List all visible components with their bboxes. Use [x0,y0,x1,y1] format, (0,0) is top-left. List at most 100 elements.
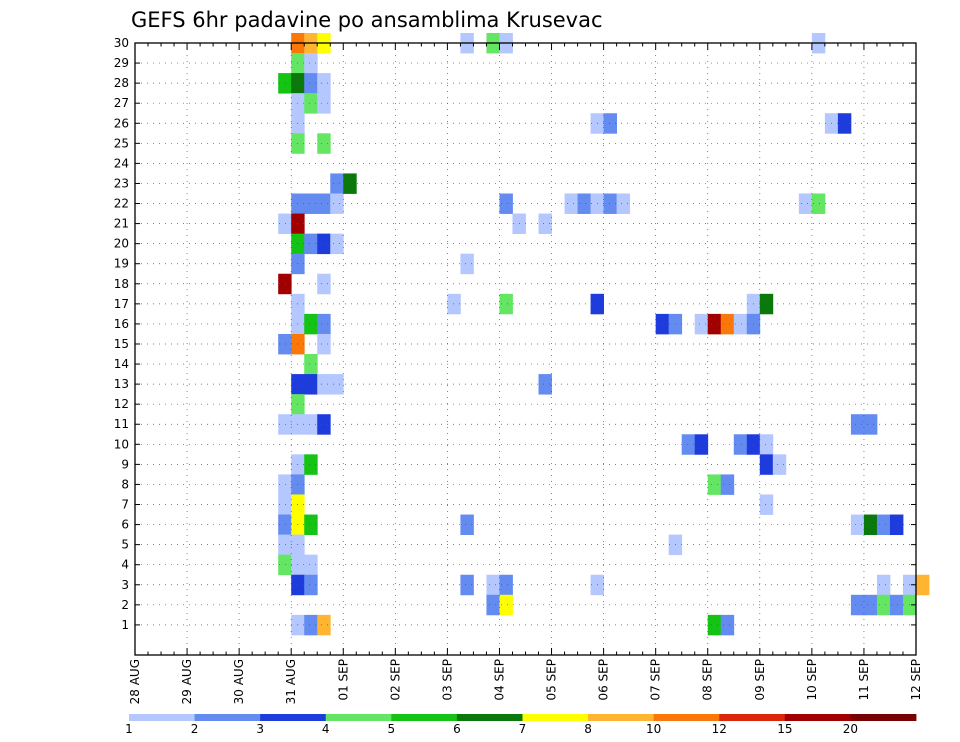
heatmap-cell [330,233,344,255]
colorbar-label: 10 [646,722,661,736]
y-tick-label: 3 [121,578,129,592]
heatmap-cell [863,594,878,616]
colorbar-label: 20 [843,722,858,736]
colorbar-label: 4 [322,722,330,736]
colorbar-label: 1 [125,722,133,736]
heatmap-cell [317,233,331,255]
heatmap-cell [278,73,292,94]
heatmap-cells [278,32,930,636]
heatmap-cell [564,193,578,214]
y-tick-label: 2 [121,598,129,612]
y-tick-label: 18 [114,277,129,291]
heatmap-cell [317,414,331,435]
heatmap-cell [889,594,904,616]
heatmap-cell [850,514,865,536]
heatmap-cell [720,474,735,495]
heatmap-cell [278,333,292,355]
heatmap-cell [343,173,357,194]
x-tick-label: 29 AUG [180,659,194,704]
y-tick-label: 5 [121,538,129,552]
colorbar-swatch [522,714,589,721]
heatmap-cell [317,374,331,395]
heatmap-cell [278,474,292,495]
heatmap-cell [707,474,722,495]
y-tick-label: 16 [114,317,129,331]
y-tick-label: 29 [114,56,129,70]
y-tick-label: 24 [114,156,129,170]
heatmap-cell [330,173,344,194]
y-tick-label: 9 [121,457,129,471]
colorbar-swatch [391,714,458,721]
heatmap-cell [694,313,709,335]
heatmap-cell [460,253,474,275]
colorbar-swatch [194,714,261,721]
heatmap-cell [278,414,292,435]
y-tick-label: 11 [114,417,129,431]
x-tick-label: 11 SEP [857,659,871,701]
x-tick-label: 03 SEP [440,659,454,701]
heatmap-cell [759,434,774,455]
heatmap-cell [616,193,631,214]
heatmap-cell [304,614,318,636]
heatmap-cell [916,574,930,596]
heatmap-cell [811,193,826,214]
heatmap-cell [304,514,318,536]
heatmap-cell [798,193,813,214]
y-tick-label: 22 [114,197,129,211]
y-tick-label: 20 [114,237,129,251]
colorbar-swatch [325,714,392,721]
heatmap-cell [317,193,331,214]
heatmap-cell [876,594,891,616]
x-tick-label: 09 SEP [753,659,767,701]
colorbar-swatch [588,714,655,721]
y-tick-label: 28 [114,76,129,90]
colorbar-swatch [653,714,720,721]
heatmap-cell [304,414,318,435]
colorbar-swatch [850,714,917,721]
heatmap-cell [304,374,318,395]
y-tick-label: 23 [114,176,129,190]
heatmap-cell [733,434,748,455]
heatmap-cell [304,454,318,475]
heatmap-cell [603,113,618,134]
colorbar-label: 15 [777,722,792,736]
x-axis: 28 AUG 29 AUG 30 AUG 31 AUG 01 SEP 02 SEP 03 S… [128,43,923,704]
heatmap-cell [278,494,292,515]
y-tick-label: 4 [121,558,129,572]
heatmap-cell [304,313,318,335]
heatmap-cell [278,273,292,295]
heatmap-cell [720,614,735,636]
colorbar-label: 7 [519,722,527,736]
heatmap-cell [317,333,331,355]
heatmap-cell [603,193,618,214]
heatmap-cell [681,434,696,455]
heatmap-cell [733,313,748,335]
x-tick-label: 06 SEP [597,659,611,701]
colorbar-swatch [719,714,786,721]
y-tick-label: 30 [114,36,129,50]
heatmap-cell [538,374,552,395]
x-tick-label: 12 SEP [909,659,923,701]
colorbar-swatch [260,714,327,721]
heatmap-cell [304,233,318,255]
y-tick-label: 8 [121,477,129,491]
heatmap-cell [876,574,891,596]
colorbar: 1 2 3 4 5 6 7 8 10 12 15 20 [125,714,917,736]
grid-lines [135,42,916,655]
heatmap-cell [304,193,318,214]
y-tick-label: 27 [114,96,129,110]
heatmap-cell [772,454,787,475]
x-tick-label: 28 AUG [128,659,142,704]
heatmap-cell [889,514,904,536]
y-axis: 1234567891011121314151617181920212223242… [114,36,916,632]
heatmap-cell [317,93,331,114]
x-tick-label: 31 AUG [284,659,298,704]
heatmap-cell [863,514,878,536]
heatmap-cell [876,514,891,536]
x-tick-label: 05 SEP [545,659,559,701]
plot-frame [134,42,917,656]
heatmap-cell [317,313,331,335]
y-tick-label: 26 [114,116,129,130]
heatmap-cell [538,213,552,235]
x-tick-label: 02 SEP [388,659,402,701]
